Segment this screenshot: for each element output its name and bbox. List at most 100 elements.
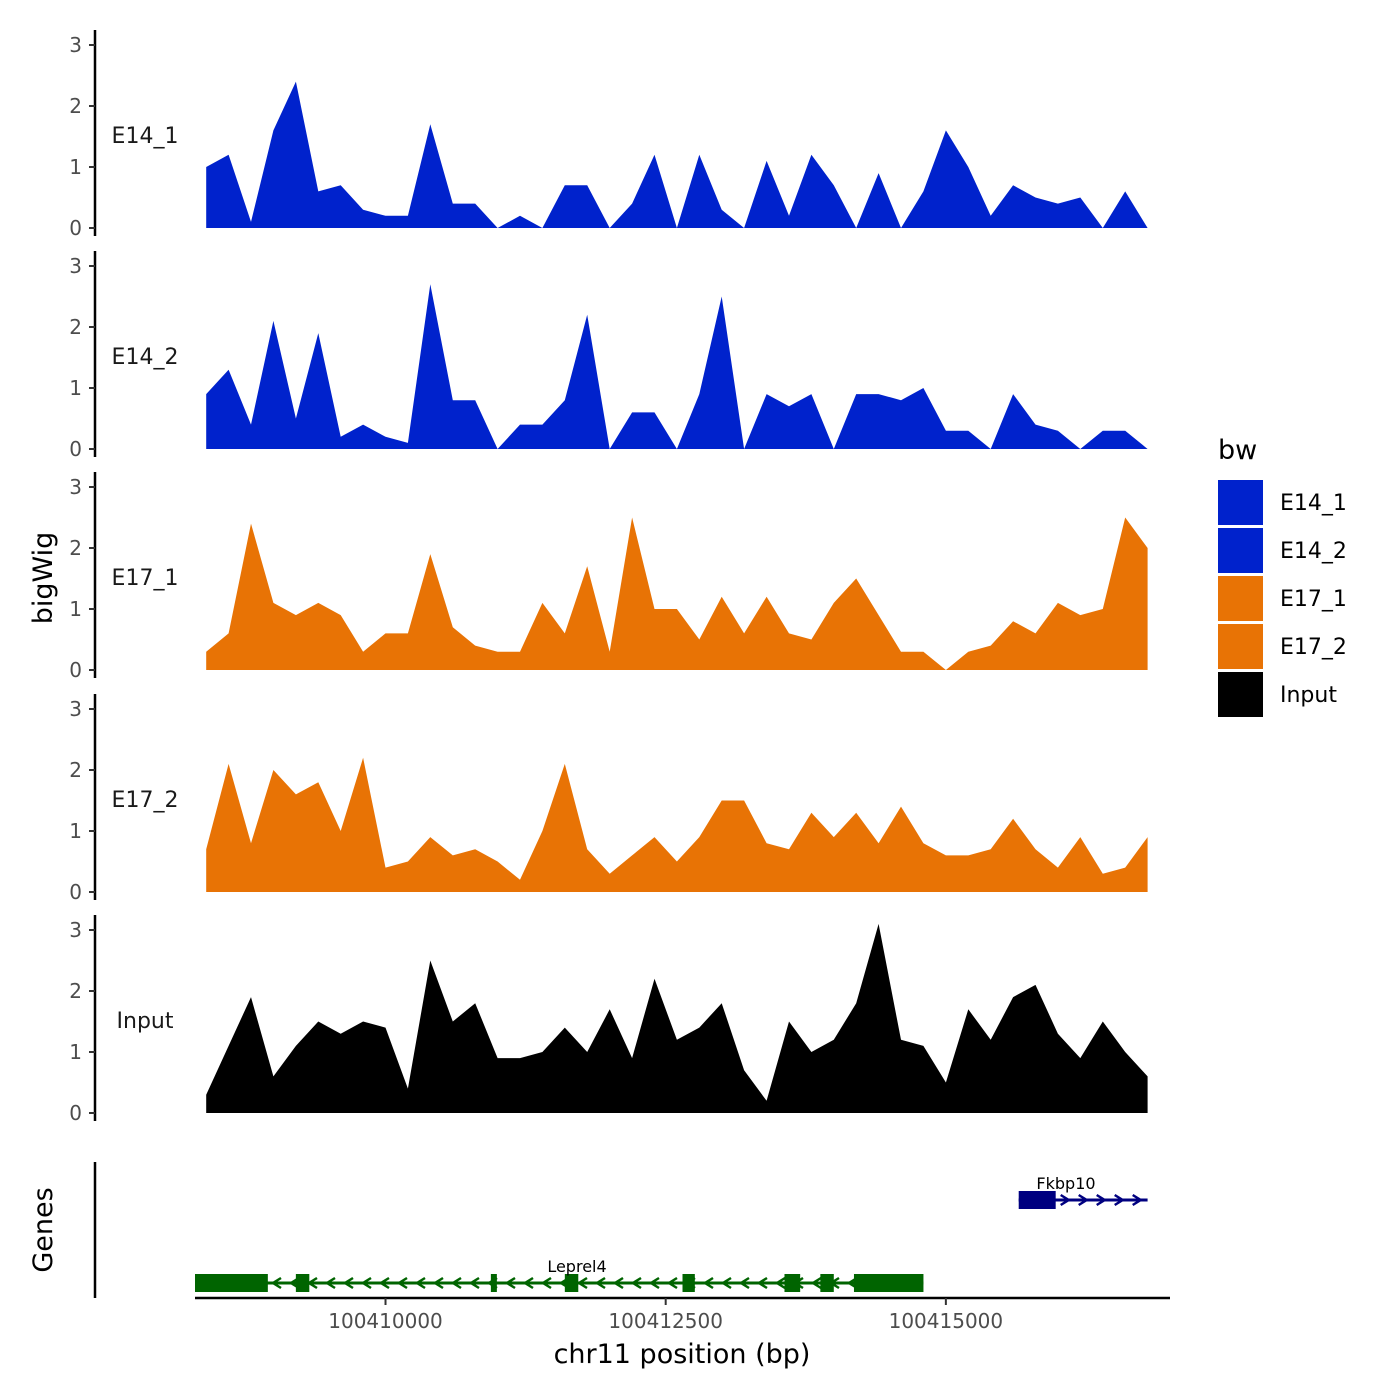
track-input: 0 1 2 3 Input (69, 915, 1148, 1125)
x-tick-label: 100410000 (328, 1309, 443, 1333)
coverage-area-e17-2 (206, 757, 1148, 892)
y-tick-label: 3 (69, 33, 82, 57)
x-tick-label: 100415000 (889, 1309, 1004, 1333)
y-tick-label: 2 (69, 758, 82, 782)
strand-chevron (360, 1276, 372, 1290)
legend: bw E14_1 E14_2 E17_1 E17_2 Input (1218, 435, 1347, 717)
strand-chevron (774, 1276, 786, 1290)
strand-chevron (450, 1276, 462, 1290)
y-tick-label: 2 (69, 94, 82, 118)
gene-exon (490, 1274, 497, 1292)
strand-chevron (1132, 1193, 1144, 1207)
y-tick-label: 1 (69, 155, 82, 179)
strand-chevron (270, 1276, 282, 1290)
y-tick-label: 0 (69, 880, 82, 904)
legend-key (1218, 624, 1263, 669)
track-label: E17_2 (112, 788, 179, 813)
x-axis: chr11 position (bp) 100410000 100412500 10… (195, 1296, 1170, 1370)
track-e17-2: 0 1 2 3 E17_2 (69, 694, 1148, 904)
strand-chevron (738, 1276, 750, 1290)
strand-chevron (1096, 1193, 1108, 1207)
strand-chevron (648, 1276, 660, 1290)
gene-exon (682, 1274, 695, 1292)
legend-key (1218, 576, 1263, 621)
strand-chevron (594, 1276, 606, 1290)
legend-key (1218, 480, 1263, 525)
legend-title: bw (1218, 435, 1257, 466)
track-label: E17_1 (112, 566, 179, 591)
gene-exon (564, 1274, 579, 1292)
gene-exon (295, 1274, 310, 1292)
strand-chevron (540, 1276, 552, 1290)
strand-chevron (432, 1276, 444, 1290)
legend-key (1218, 672, 1263, 717)
coverage-area-e17-1 (206, 517, 1148, 670)
strand-chevron (612, 1276, 624, 1290)
y-tick-label: 1 (69, 376, 82, 400)
strand-chevron (378, 1276, 390, 1290)
y-tick-label: 3 (69, 475, 82, 499)
track-label: E14_2 (112, 345, 179, 370)
y-axis-title: bigWig (28, 532, 59, 625)
strand-chevron (1060, 1193, 1072, 1207)
y-tick-label: 0 (69, 216, 82, 240)
gene-exon (784, 1274, 801, 1292)
strand-chevron (324, 1276, 336, 1290)
coverage-tracks: 0 1 2 3 E14_1 0 1 2 3 E14_2 0 1 2 3 E17_1 0 1 2 3 E17_2 0 1 2 3… (69, 30, 1148, 1125)
coverage-area-e14-2 (206, 284, 1148, 449)
y-tick-label: 0 (69, 437, 82, 461)
y-tick-label: 1 (69, 597, 82, 621)
gene-label: Leprel4 (547, 1257, 606, 1276)
strand-chevron (576, 1276, 588, 1290)
legend-label: E14_1 (1280, 491, 1347, 516)
strand-chevron (1114, 1193, 1126, 1207)
strand-chevron (720, 1276, 732, 1290)
gene-exon (820, 1274, 834, 1292)
strand-chevron (702, 1276, 714, 1290)
legend-label: E17_1 (1280, 587, 1347, 612)
y-tick-label: 0 (69, 1101, 82, 1125)
track-label: E14_1 (112, 124, 179, 149)
legend-label: Input (1280, 683, 1337, 708)
strand-chevron (1078, 1193, 1090, 1207)
strand-chevron (342, 1276, 354, 1290)
strand-chevron (630, 1276, 642, 1290)
coverage-area-e14-1 (206, 81, 1148, 228)
legend-key (1218, 528, 1263, 573)
y-tick-label: 1 (69, 819, 82, 843)
y-tick-label: 3 (69, 254, 82, 278)
y-tick-label: 1 (69, 1040, 82, 1064)
coverage-area-input (206, 923, 1148, 1113)
y-tick-label: 2 (69, 315, 82, 339)
gene-track: Genes Leprel4 Fkbp10 (28, 1162, 1148, 1298)
gene-exon (1018, 1191, 1056, 1209)
y-tick-label: 2 (69, 979, 82, 1003)
strand-chevron (414, 1276, 426, 1290)
track-e14-1: 0 1 2 3 E14_1 (69, 30, 1148, 240)
y-tick-label: 3 (69, 697, 82, 721)
track-e14-2: 0 1 2 3 E14_2 (69, 251, 1148, 461)
y-tick-label: 0 (69, 658, 82, 682)
y-tick-label: 2 (69, 536, 82, 560)
strand-chevron (810, 1276, 822, 1290)
strand-chevron (666, 1276, 678, 1290)
x-axis-title: chr11 position (bp) (554, 1339, 811, 1370)
legend-label: E14_2 (1280, 539, 1347, 564)
track-e17-1: 0 1 2 3 E17_1 (69, 472, 1148, 682)
strand-chevron (504, 1276, 516, 1290)
y-tick-label: 3 (69, 918, 82, 942)
strand-chevron (396, 1276, 408, 1290)
x-tick-label: 100412500 (608, 1309, 723, 1333)
gene-leprel4: Leprel4 (195, 1257, 924, 1292)
strand-chevron (756, 1276, 768, 1290)
strand-chevron (522, 1276, 534, 1290)
strand-chevron (468, 1276, 480, 1290)
gene-exon (195, 1274, 268, 1292)
legend-label: E17_2 (1280, 635, 1347, 660)
gene-track-title: Genes (28, 1187, 59, 1272)
gene-exon (853, 1274, 924, 1292)
gene-fkbp10: Fkbp10 (1018, 1174, 1148, 1209)
track-label: Input (117, 1009, 174, 1034)
gene-label: Fkbp10 (1036, 1174, 1095, 1193)
